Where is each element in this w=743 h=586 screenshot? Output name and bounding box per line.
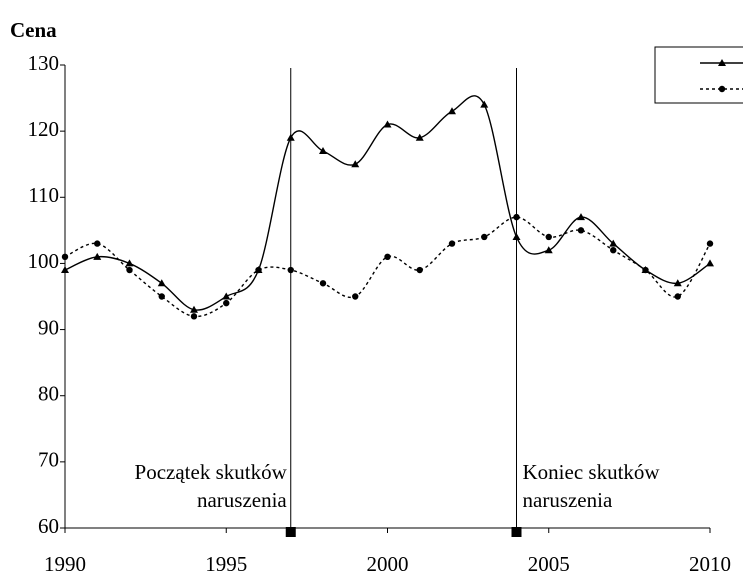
y-tick-label: 110 — [28, 183, 59, 207]
marker — [512, 232, 521, 240]
y-tick-label: 130 — [28, 51, 60, 75]
series-line — [64, 95, 711, 311]
marker — [674, 293, 681, 300]
marker — [190, 313, 198, 320]
marker — [706, 240, 714, 247]
marker — [287, 266, 294, 274]
y-tick-label: 90 — [38, 315, 59, 339]
annotation: Początek skutków — [135, 460, 288, 484]
marker — [93, 252, 102, 260]
y-tick-label: 70 — [38, 448, 59, 472]
x-tick-label: 1990 — [44, 552, 86, 576]
marker — [577, 213, 585, 221]
y-tick-label: 100 — [28, 249, 60, 273]
marker — [673, 279, 682, 287]
marker — [416, 266, 423, 274]
marker — [61, 253, 69, 261]
event-marker — [285, 527, 296, 537]
marker — [126, 266, 133, 274]
chart-title: Cena — [10, 18, 57, 42]
marker — [319, 280, 327, 287]
x-tick-label: 1995 — [205, 552, 247, 576]
y-tick-label: 120 — [28, 117, 60, 141]
annotation: naruszenia — [523, 488, 613, 512]
marker — [448, 107, 456, 115]
marker — [706, 259, 714, 267]
marker — [609, 239, 618, 247]
marker — [319, 146, 327, 154]
marker — [125, 259, 134, 267]
event-marker — [511, 527, 522, 537]
marker — [61, 266, 69, 274]
marker — [223, 299, 230, 307]
marker — [255, 266, 262, 274]
annotation: naruszenia — [197, 488, 287, 512]
series-line — [64, 216, 711, 318]
marker — [415, 133, 424, 141]
marker — [545, 233, 552, 241]
marker — [481, 233, 488, 241]
marker — [222, 292, 231, 300]
marker — [610, 247, 617, 254]
y-tick-label: 80 — [38, 382, 59, 406]
x-tick-label: 2010 — [689, 552, 731, 576]
legend-box — [654, 46, 743, 104]
marker — [351, 160, 360, 168]
marker — [286, 133, 295, 141]
x-tick-label: 2000 — [367, 552, 409, 576]
marker — [718, 59, 726, 66]
marker — [718, 85, 726, 93]
x-tick-label: 2005 — [528, 552, 570, 576]
marker — [577, 227, 585, 234]
marker — [384, 253, 391, 261]
marker — [158, 293, 165, 300]
marker — [94, 240, 101, 247]
marker — [544, 246, 553, 254]
y-tick-label: 60 — [38, 514, 59, 538]
marker — [448, 240, 456, 247]
marker — [190, 305, 198, 313]
marker — [480, 100, 489, 108]
marker — [157, 279, 166, 287]
marker — [383, 120, 392, 128]
marker — [513, 213, 520, 221]
marker — [642, 266, 649, 274]
annotation: Koniec skutków — [523, 460, 661, 484]
marker — [352, 293, 359, 300]
